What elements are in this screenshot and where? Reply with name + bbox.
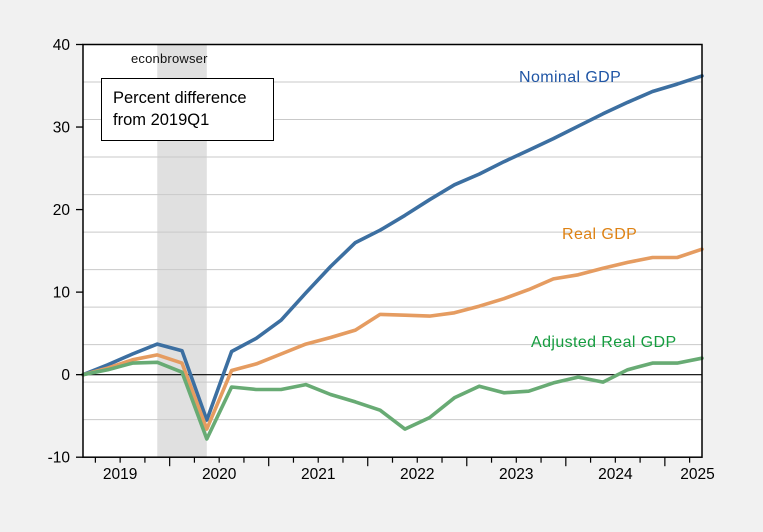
x-axis: 2019 2020 2021 2022 2023 2024 2025 xyxy=(94,457,715,483)
series-label-nominal-gdp: Nominal GDP xyxy=(519,69,622,86)
x-tick-label: 2021 xyxy=(301,466,335,483)
x-tick-label: 2025 xyxy=(680,466,714,483)
y-axis: -10 0 10 20 30 40 xyxy=(48,37,83,467)
y-tick-label: 0 xyxy=(61,367,70,384)
y-tick-label: -10 xyxy=(48,450,71,467)
annotation-box: Percent difference from 2019Q1 xyxy=(101,78,274,141)
line-real-gdp xyxy=(81,247,704,431)
y-tick-label: 20 xyxy=(53,202,71,219)
x-tick-label: 2019 xyxy=(103,466,137,483)
x-tick-label: 2022 xyxy=(400,466,434,483)
series-label-adjusted-real-gdp: Adjusted Real GDP xyxy=(531,334,677,351)
y-tick-label: 30 xyxy=(53,120,71,137)
series-label-real-gdp: Real GDP xyxy=(562,226,638,243)
gridlines xyxy=(83,81,702,421)
line-nominal-gdp xyxy=(81,74,704,422)
x-tick-label: 2023 xyxy=(499,466,533,483)
y-tick-label: 40 xyxy=(53,37,71,54)
line-adjusted-real-gdp xyxy=(81,356,704,441)
x-tick-label: 2024 xyxy=(598,466,633,483)
data-series xyxy=(81,74,704,441)
econbrowser-watermark: econbrowser xyxy=(131,51,208,66)
y-tick-label: 10 xyxy=(53,285,71,302)
x-tick-label: 2020 xyxy=(202,466,237,483)
